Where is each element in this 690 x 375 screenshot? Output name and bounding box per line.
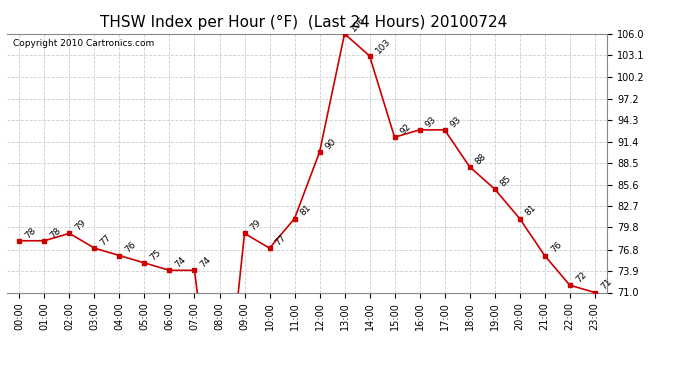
Text: 92: 92 bbox=[399, 122, 413, 136]
Text: 74: 74 bbox=[174, 255, 188, 270]
Text: 81: 81 bbox=[299, 203, 313, 218]
Text: THSW Index per Hour (°F)  (Last 24 Hours) 20100724: THSW Index per Hour (°F) (Last 24 Hours)… bbox=[100, 15, 507, 30]
Text: 90: 90 bbox=[324, 137, 338, 151]
Text: 47: 47 bbox=[0, 374, 1, 375]
Text: Copyright 2010 Cartronics.com: Copyright 2010 Cartronics.com bbox=[13, 39, 154, 48]
Text: 106: 106 bbox=[348, 14, 367, 33]
Text: 71: 71 bbox=[599, 277, 613, 292]
Text: 79: 79 bbox=[248, 218, 263, 232]
Text: 72: 72 bbox=[574, 270, 589, 284]
Text: 74: 74 bbox=[199, 255, 213, 270]
Text: 78: 78 bbox=[23, 225, 38, 240]
Text: 88: 88 bbox=[474, 152, 489, 166]
Text: 75: 75 bbox=[148, 248, 163, 262]
Text: 93: 93 bbox=[424, 115, 438, 129]
Text: 103: 103 bbox=[374, 37, 393, 55]
Text: 78: 78 bbox=[48, 225, 63, 240]
Text: 79: 79 bbox=[74, 218, 88, 232]
Text: 85: 85 bbox=[499, 174, 513, 188]
Text: 77: 77 bbox=[274, 233, 288, 248]
Text: 93: 93 bbox=[448, 115, 463, 129]
Text: 77: 77 bbox=[99, 233, 113, 248]
Text: 81: 81 bbox=[524, 203, 538, 218]
Text: 76: 76 bbox=[549, 240, 563, 255]
Text: 76: 76 bbox=[124, 240, 138, 255]
